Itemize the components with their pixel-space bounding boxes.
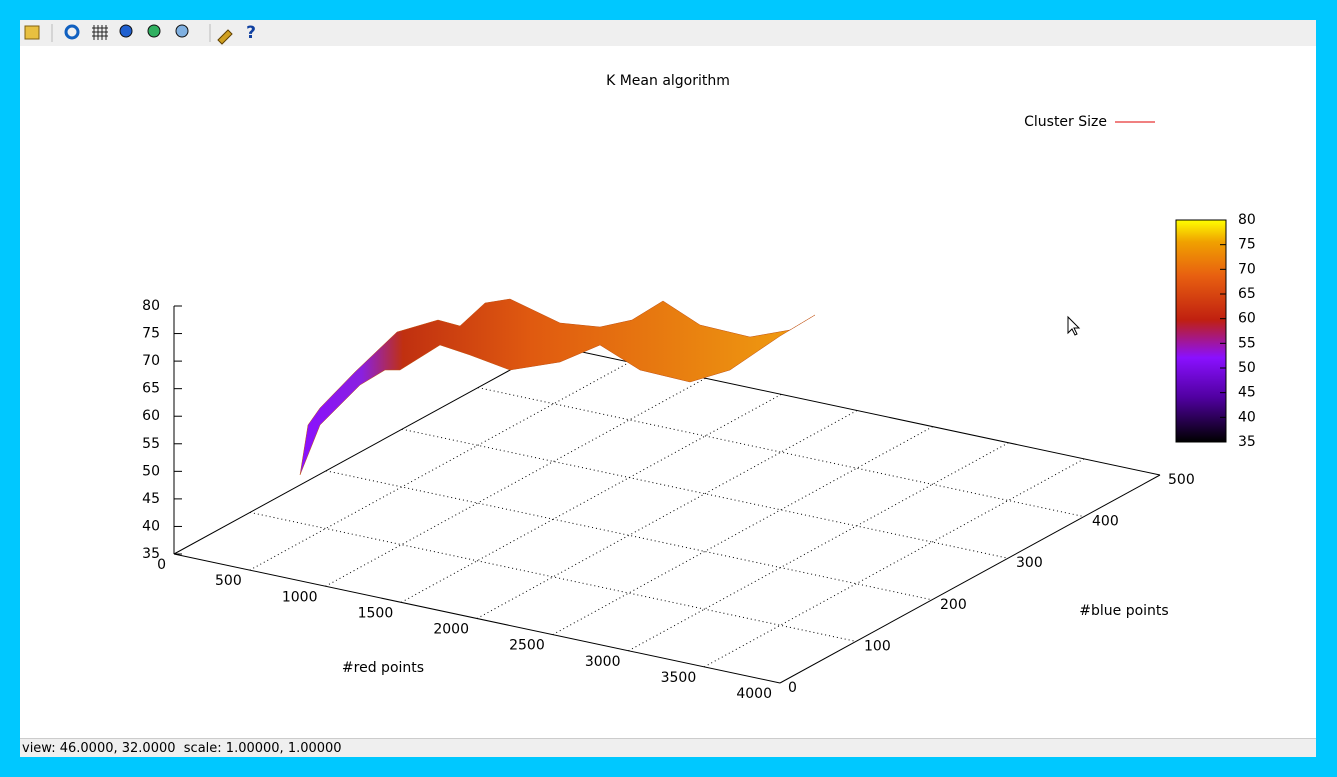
z-tick-label: 80	[142, 298, 160, 314]
z-tick-label: 75	[142, 326, 160, 342]
copy-icon[interactable]	[24, 25, 40, 40]
unzoom-icon[interactable]	[175, 24, 189, 38]
grid-line	[325, 377, 706, 587]
colorbar-tick-label: 40	[1238, 409, 1256, 425]
z-tick-label: 50	[142, 463, 160, 479]
x-tick-label: 3500	[661, 670, 697, 686]
y-tick-label: 200	[940, 597, 967, 613]
toolbar-icons: ?	[24, 23, 256, 45]
x-tick-label: 1500	[358, 605, 394, 621]
grid-icon[interactable]	[92, 25, 108, 40]
colorbar-tick-label: 55	[1238, 335, 1256, 351]
grid-line	[401, 428, 1009, 559]
colorbar-tick-label: 70	[1238, 261, 1256, 277]
surface	[299, 298, 816, 476]
plot-title: K Mean algorithm	[606, 73, 730, 89]
x-tick-label: 3000	[585, 654, 621, 670]
colorbar-tick-label: 45	[1238, 385, 1256, 401]
x-tick-label: 500	[215, 573, 242, 589]
colorbar-tick-label: 50	[1238, 360, 1256, 376]
help-icon[interactable]: ?	[246, 23, 256, 43]
z-tick-label: 55	[142, 436, 160, 452]
toolbar: ?	[20, 20, 1316, 46]
x-tick-label: 0	[157, 557, 166, 573]
grid-line	[249, 511, 857, 642]
options-icon[interactable]	[217, 29, 233, 45]
x-tick-label: 2500	[509, 638, 545, 654]
colorbar-tick-label: 75	[1238, 237, 1256, 253]
zoom-prev-icon[interactable]	[119, 24, 133, 38]
mouse-cursor	[1067, 315, 1081, 336]
x-tick-label: 1000	[282, 589, 318, 605]
colorbar-tick-label: 60	[1238, 311, 1256, 327]
x-tick-label: 4000	[736, 686, 772, 702]
gnuplot-window: ? view: 46.0000, 32.0000 scale: 1.00000,…	[20, 20, 1316, 757]
y-tick-label: 500	[1168, 472, 1195, 488]
x-axis-label: #red points	[342, 660, 424, 676]
grid-line	[401, 393, 782, 603]
colorbar-tick-label: 65	[1238, 286, 1256, 302]
grid-line	[628, 442, 1009, 652]
z-tick-label: 40	[142, 518, 160, 534]
axis-line	[779, 474, 1161, 684]
z-tick-label: 35	[142, 546, 160, 562]
legend-label: Cluster Size	[1024, 114, 1107, 130]
grid-line	[552, 426, 933, 636]
colorbar-tick-label: 80	[1238, 212, 1256, 228]
z-tick-label: 70	[142, 353, 160, 369]
y-tick-label: 400	[1092, 514, 1119, 530]
colorbar-tick-label: 35	[1238, 434, 1256, 450]
grid-line	[477, 387, 1085, 518]
grid-line	[249, 361, 630, 571]
grid-line	[325, 470, 933, 601]
z-tick-label: 45	[142, 491, 160, 507]
axis-line	[173, 345, 555, 555]
x-tick-label: 2000	[433, 622, 469, 638]
y-tick-label: 0	[788, 680, 797, 696]
y-tick-label: 300	[1016, 555, 1043, 571]
grid-line	[476, 410, 858, 619]
zoom-next-icon[interactable]	[147, 24, 161, 38]
y-tick-label: 100	[864, 638, 891, 654]
grid-line	[704, 458, 1085, 668]
colorbar	[1175, 219, 1227, 443]
status-bar: view: 46.0000, 32.0000 scale: 1.00000, 1…	[20, 738, 1316, 757]
replot-icon[interactable]	[64, 24, 80, 40]
z-tick-label: 60	[142, 408, 160, 424]
z-tick-label: 65	[142, 381, 160, 397]
y-axis-label: #blue points	[1079, 603, 1168, 619]
